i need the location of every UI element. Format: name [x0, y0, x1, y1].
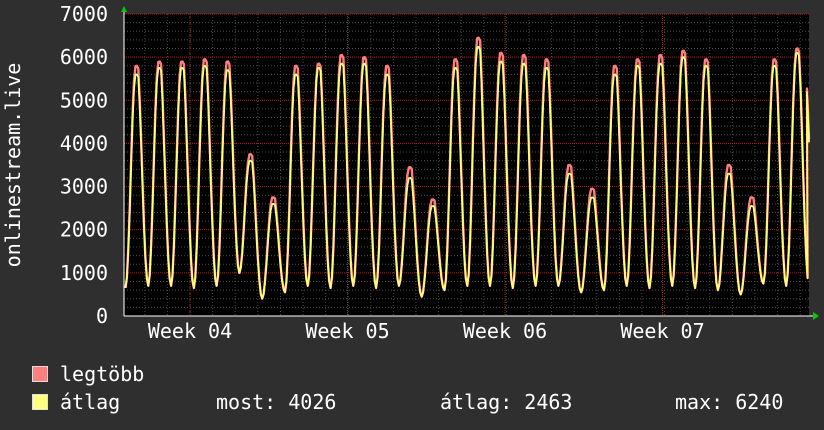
y-tick-label: 7000	[60, 2, 108, 26]
data-point-daily-peak	[523, 54, 525, 56]
grid	[124, 13, 809, 316]
data-point-daily-peak	[409, 177, 412, 179]
x-tick-label: Week 05	[305, 319, 389, 343]
data-point-daily-peak	[204, 58, 206, 61]
data-point-daily-peak	[158, 67, 161, 69]
data-point-daily-peak	[318, 62, 321, 65]
data-point-daily-peak	[774, 58, 776, 61]
data-point-daily-peak	[341, 54, 343, 56]
data-point-daily-peak	[660, 62, 662, 65]
data-point-daily-peak	[363, 62, 366, 65]
legend-label-avg: átlag	[60, 390, 121, 414]
data-point-daily-peak	[250, 159, 252, 162]
data-point-daily-peak	[341, 62, 343, 65]
legend-label-max: legtöbb	[60, 362, 145, 386]
data-point-daily-peak	[660, 54, 662, 56]
data-point-daily-peak	[227, 60, 229, 63]
data-point-daily-peak	[227, 69, 229, 71]
data-point-daily-peak	[591, 187, 594, 190]
data-point-daily-peak	[455, 58, 457, 61]
data-point-daily-peak	[728, 164, 731, 166]
data-point-daily-peak	[682, 49, 685, 52]
data-point-daily-peak	[204, 65, 206, 67]
data-point-daily-peak	[455, 67, 457, 69]
stat-average: átlag: 2463	[440, 390, 573, 414]
series-line-avg	[124, 45, 810, 300]
data-point-daily-peak	[500, 60, 503, 63]
data-point-daily-peak	[295, 65, 298, 67]
y-tick-label: 4000	[60, 131, 108, 155]
data-point-daily-peak	[272, 203, 275, 205]
data-point-daily-peak	[386, 73, 389, 76]
stat-now: most: 4026	[216, 390, 337, 414]
legend-item-avg: átlag	[32, 390, 120, 414]
y-tick-label: 1000	[60, 261, 108, 285]
x-tick-label: Week 06	[463, 319, 547, 343]
data-point-daily-peak	[796, 47, 799, 50]
y-tick-label: 0	[96, 304, 108, 328]
data-point-daily-peak	[318, 67, 321, 69]
data-point-daily-peak	[546, 67, 548, 69]
data-point-daily-peak	[250, 153, 252, 155]
data-point-daily-peak	[591, 196, 594, 199]
y-tick-label: 3000	[60, 175, 108, 199]
data-point-daily-peak	[386, 65, 389, 67]
data-point-daily-peak	[272, 196, 275, 199]
data-point-daily-peak	[136, 73, 138, 76]
data-point-daily-peak	[569, 164, 571, 166]
data-point-daily-peak	[295, 73, 298, 76]
data-point-daily-peak	[409, 166, 412, 168]
data-point-daily-peak	[477, 36, 480, 39]
data-point-daily-peak	[432, 205, 434, 207]
data-point-daily-peak	[751, 196, 753, 199]
y-axis-arrow	[121, 6, 127, 12]
data-point-daily-peak	[614, 73, 617, 76]
data-point-daily-peak	[705, 58, 708, 61]
data-point-daily-peak	[751, 205, 753, 207]
axes	[121, 6, 819, 320]
data-point-daily-peak	[637, 58, 639, 61]
y-tick-label: 5000	[60, 88, 108, 112]
data-point-daily-peak	[181, 60, 184, 63]
legend-item-max: legtöbb	[32, 362, 144, 386]
data-point-daily-peak	[136, 65, 138, 67]
data-point-daily-peak	[158, 60, 161, 63]
traffic-chart: 0 1000 2000 3000 4000 5000 6000 7000 Week 04 Week…	[1, 2, 819, 343]
data-point-daily-peak	[796, 52, 799, 54]
data-point-daily-peak	[637, 65, 639, 67]
y-tick-label: 6000	[60, 45, 108, 69]
legend-swatch-avg	[32, 394, 48, 410]
data-point-daily-peak	[705, 65, 708, 67]
data-point-daily-peak	[728, 172, 731, 175]
data-point-daily-peak	[546, 58, 548, 61]
data-point-daily-peak	[500, 52, 503, 54]
data-point-daily-peak	[477, 46, 480, 48]
x-axis-arrow	[813, 312, 819, 320]
stat-max: max: 6240	[675, 390, 784, 414]
series-layer	[124, 36, 811, 300]
x-tick-label: Week 07	[620, 319, 704, 343]
tick-labels: 0 1000 2000 3000 4000 5000 6000 7000 Week 04 Week…	[60, 2, 705, 343]
x-tick-label: Week 04	[148, 319, 232, 343]
data-point-daily-peak	[523, 62, 525, 65]
data-point-daily-peak	[682, 56, 685, 58]
data-point-daily-peak	[363, 56, 366, 58]
data-point-daily-peak	[774, 65, 776, 67]
data-point-daily-peak	[614, 65, 617, 67]
data-point-daily-peak	[432, 198, 434, 201]
y-axis-label: onlinestream.live	[1, 63, 25, 268]
data-point-daily-peak	[181, 67, 184, 69]
legend-swatch-max	[32, 366, 48, 382]
data-point-daily-peak	[569, 172, 571, 175]
y-tick-label: 2000	[60, 218, 108, 242]
